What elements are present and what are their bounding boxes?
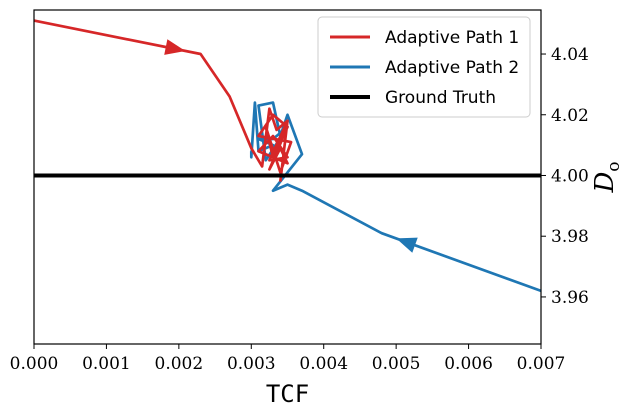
x-tick-label: 0.003 [227, 354, 276, 374]
legend: Adaptive Path 1 Adaptive Path 2 Ground T… [317, 16, 531, 118]
y-tick-label: 4.02 [551, 106, 589, 126]
x-axis-title: TCF [266, 380, 309, 408]
x-tick-label: 0.000 [10, 354, 59, 374]
legend-box [317, 16, 531, 118]
x-tick-label: 0.001 [82, 354, 131, 374]
y-tick-label: 4.00 [551, 166, 589, 186]
plot-frame [33, 9, 542, 345]
y-tick-label: 3.98 [551, 227, 589, 247]
series-layer [33, 19, 542, 293]
x-tick-label: 0.002 [155, 354, 204, 374]
legend-label-adaptive-path-2: Adaptive Path 2 [385, 58, 519, 78]
ticks-layer: 0.000 0.001 0.002 0.003 0.004 0.005 0.006 0.007… [10, 45, 589, 374]
x-tick-label: 0.006 [444, 354, 493, 374]
y-tick-label: 4.04 [551, 45, 589, 65]
series-line-adaptive-path-1 [33, 19, 293, 182]
y-axis-title-subscript: o [604, 161, 624, 171]
legend-label-adaptive-path-1: Adaptive Path 1 [385, 28, 519, 48]
x-tick-label: 0.005 [372, 354, 421, 374]
direction-arrow-adaptive-path-2 [396, 237, 418, 253]
legend-label-ground-truth: Ground Truth [385, 88, 496, 108]
y-axis-title-main: D [590, 172, 620, 194]
y-tick-label: 3.96 [551, 288, 589, 308]
direction-arrow-adaptive-path-1 [164, 39, 186, 55]
series-line-adaptive-path-2 [249, 101, 542, 293]
x-tick-label: 0.004 [299, 354, 348, 374]
y-axis-title: Do [590, 161, 624, 193]
x-tick-label: 0.007 [517, 354, 566, 374]
